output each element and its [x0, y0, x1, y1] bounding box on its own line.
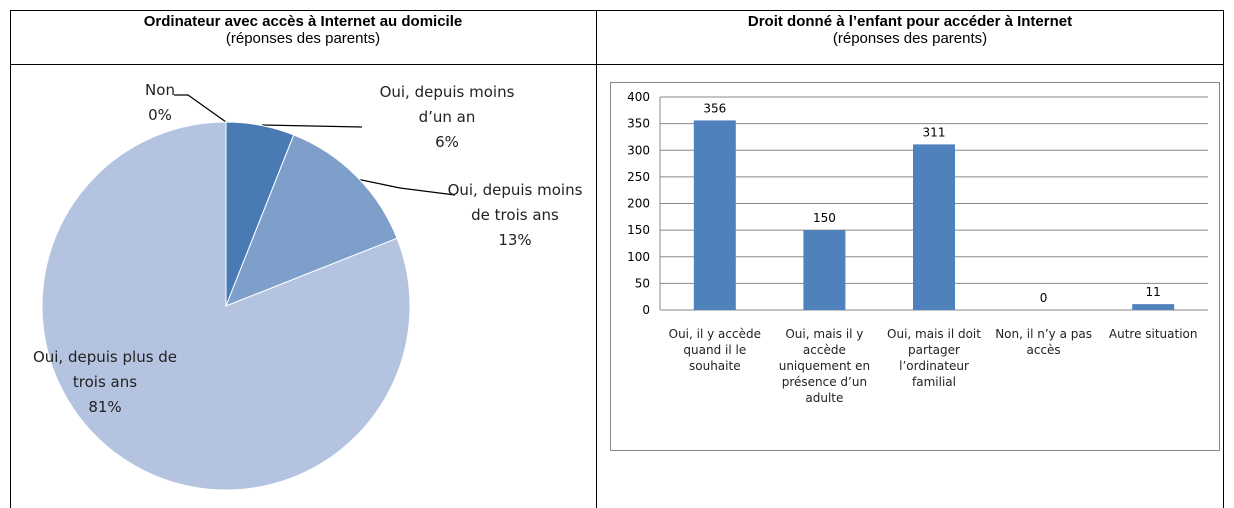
- title: Ordinateur avec accès à Internet au domi…: [143, 13, 463, 30]
- category-label: Non: [145, 81, 175, 99]
- value-label: 0%: [148, 106, 172, 124]
- bar: [913, 144, 955, 310]
- subtitle: (réponses des parents): [832, 30, 988, 47]
- x-tick-label: Non, il n’y a pas accès: [995, 327, 1092, 357]
- y-tick-label: 150: [627, 223, 650, 237]
- value-label: 0: [1040, 291, 1048, 305]
- x-tick-label: Oui, mais il y accède uniquement en prés…: [778, 327, 871, 405]
- category-label: Oui, depuis moins de trois ans: [447, 181, 583, 224]
- y-tick-label: 0: [642, 303, 650, 317]
- pie-slice: [225, 134, 398, 307]
- slice-label: Non 0%: [125, 78, 195, 128]
- slice-label: Oui, depuis plus de trois ans 81%: [30, 345, 180, 420]
- title: Droit donné à l’enfant pour accéder à In…: [747, 13, 1073, 30]
- header: Droit donné à l’enfant pour accéder à In…: [598, 13, 1222, 47]
- y-tick-label: 100: [627, 250, 650, 264]
- bar: [803, 230, 846, 310]
- y-tick-label: 250: [627, 170, 650, 184]
- y-tick-label: 50: [635, 276, 650, 290]
- category-label: Oui, depuis plus de trois ans: [32, 348, 178, 391]
- y-tick-label: 350: [627, 117, 650, 131]
- chart-frame: [610, 82, 1220, 451]
- pie-slice: [41, 121, 411, 491]
- y-tick-label: 400: [627, 90, 650, 104]
- value-label: 13%: [498, 231, 532, 249]
- value-label: 11: [1146, 285, 1161, 299]
- leader-lines: [174, 94, 456, 196]
- value-label: 356: [703, 101, 726, 115]
- header: Ordinateur avec accès à Internet au domi…: [12, 13, 594, 47]
- category-label: Oui, depuis moins d’un an: [379, 83, 515, 126]
- bar: [693, 120, 736, 311]
- x-tick-label: Oui, il y accède quand il le souhaite: [668, 327, 761, 373]
- value-label: 311: [923, 125, 946, 139]
- value-label: 150: [813, 211, 836, 225]
- y-tick-label: 200: [627, 197, 650, 211]
- x-tick-label: Oui, mais il doit partager l’ordinateur …: [887, 327, 981, 389]
- value-label: 6%: [435, 133, 459, 151]
- x-tick-label: Autre situation: [1108, 327, 1198, 341]
- value-label: 81%: [88, 398, 122, 416]
- slice-label: Oui, depuis moins de trois ans 13%: [445, 178, 585, 253]
- bar: [1132, 304, 1175, 310]
- slice-label: Oui, depuis moins d’un an 6%: [372, 80, 522, 155]
- subtitle: (réponses des parents): [225, 30, 381, 47]
- y-tick-label: 300: [627, 143, 650, 157]
